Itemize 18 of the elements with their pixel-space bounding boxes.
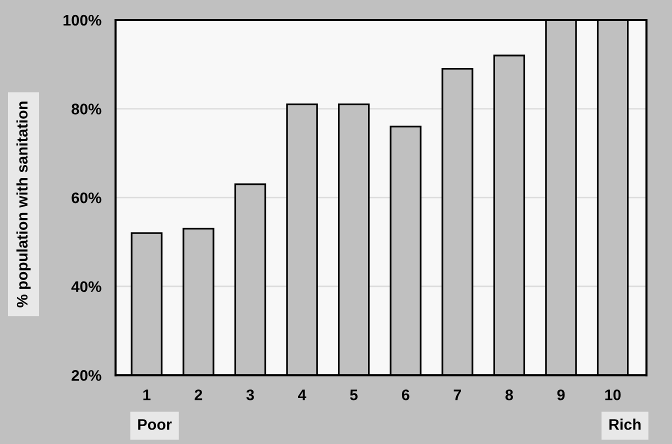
x-tick-label: 5 [350, 390, 358, 400]
y-axis-title: % population with sanitation [16, 102, 31, 308]
y-tick-label: 40% [71, 281, 102, 292]
text: Rich [609, 418, 641, 430]
x-tick-label: 6 [402, 389, 410, 400]
y-tick-label: 80% [72, 104, 102, 114]
x-tick-label: 9 [557, 389, 565, 400]
x-tick-label: 2 [194, 389, 202, 400]
x-tick-label: 3 [246, 389, 254, 400]
x-tick-label: 10 [605, 389, 621, 400]
y-tick-label: 60% [72, 192, 102, 204]
x-tick-label: 1 [143, 390, 150, 400]
x-tick-label: 8 [505, 389, 513, 400]
y-tick-label: 20% [72, 370, 102, 381]
x-tick-label: 7 [454, 390, 461, 400]
x-tick-label: 4 [298, 390, 306, 400]
y-tick-label: 100% [64, 14, 102, 26]
text: Poor [138, 419, 172, 430]
